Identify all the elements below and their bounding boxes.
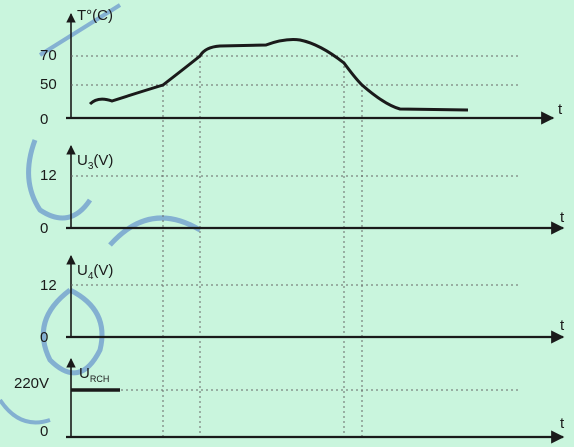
urch-x-label: t — [560, 415, 565, 432]
u4-axis-label-unit: (V) — [93, 262, 113, 279]
temperature-curve — [88, 38, 469, 112]
u4-x-label: t — [560, 317, 565, 334]
u4-axis-label-main: U — [77, 262, 88, 279]
panel-u4: U4(V) 12 0 t — [40, 255, 565, 346]
urch-axis-label-sub: RCH — [90, 374, 110, 384]
watermark — [0, 3, 202, 425]
temperature-tick-70: 70 — [40, 47, 57, 64]
u3-axis-label: U3(V) — [77, 152, 113, 172]
u4-tick-0: 0 — [40, 329, 48, 346]
urch-tick-0: 0 — [40, 423, 48, 440]
panel-u3: U3(V) 12 0 t — [40, 145, 565, 237]
u3-tick-12: 12 — [40, 167, 57, 184]
urch-tick-220v: 220V — [14, 375, 49, 392]
temperature-tick-0: 0 — [40, 111, 48, 128]
timing-guides — [162, 56, 363, 440]
urch-axis-label: URCH — [79, 365, 109, 384]
u4-axis-label: U4(V) — [77, 262, 113, 282]
temperature-x-label: t — [558, 101, 563, 118]
urch-axis-label-main: U — [79, 365, 90, 382]
panel-temperature: T°(C) 70 50 0 t — [40, 7, 563, 128]
u3-axis-label-sub: 3 — [88, 161, 94, 172]
u4-axis-label-sub: 4 — [88, 271, 94, 282]
temperature-tick-50: 50 — [40, 76, 57, 93]
u3-x-label: t — [560, 209, 565, 226]
panel-urch: URCH 220V 0 t — [14, 358, 565, 444]
u4-tick-12: 12 — [40, 277, 57, 294]
u3-tick-0: 0 — [40, 220, 48, 237]
u3-axis-label-unit: (V) — [93, 152, 113, 169]
temperature-axis-label: T°(C) — [77, 7, 113, 24]
u3-axis-label-main: U — [77, 152, 88, 169]
